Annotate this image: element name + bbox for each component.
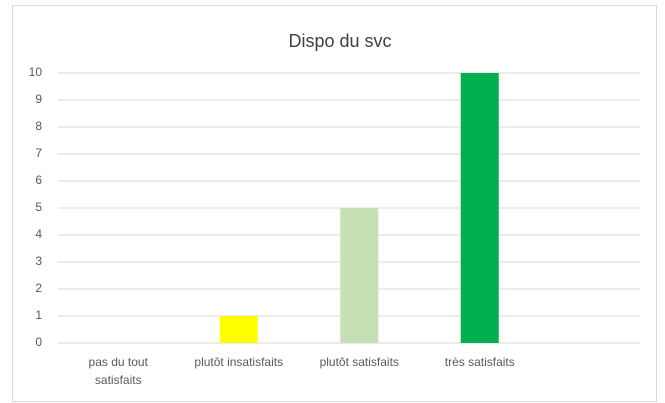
chart-frame — [12, 5, 657, 402]
bar — [340, 208, 379, 343]
y-tick-label: 7 — [35, 146, 42, 160]
y-tick-label: 9 — [35, 92, 42, 106]
y-tick-label: 0 — [35, 335, 42, 349]
x-tick-label: plutôt satisfaits — [320, 355, 399, 369]
bar — [219, 316, 258, 343]
y-tick-label: 6 — [35, 173, 42, 187]
x-tick-label-line: satisfaits — [95, 373, 142, 387]
bar — [460, 73, 499, 343]
y-tick-label: 8 — [35, 119, 42, 133]
y-tick-label: 4 — [35, 227, 42, 241]
y-tick-label: 1 — [35, 308, 42, 322]
y-tick-label: 2 — [35, 281, 42, 295]
y-tick-label: 10 — [29, 65, 43, 79]
x-tick-label: très satisfaits — [445, 355, 515, 369]
chart-title: Dispo du svc — [288, 31, 391, 51]
y-tick-label: 3 — [35, 254, 42, 268]
y-tick-label: 5 — [35, 200, 42, 214]
x-tick-label: pas du tout satisfaits — [89, 355, 149, 387]
x-tick-label-line: pas du tout — [89, 355, 149, 369]
x-tick-label: plutôt insatisfaits — [194, 355, 283, 369]
